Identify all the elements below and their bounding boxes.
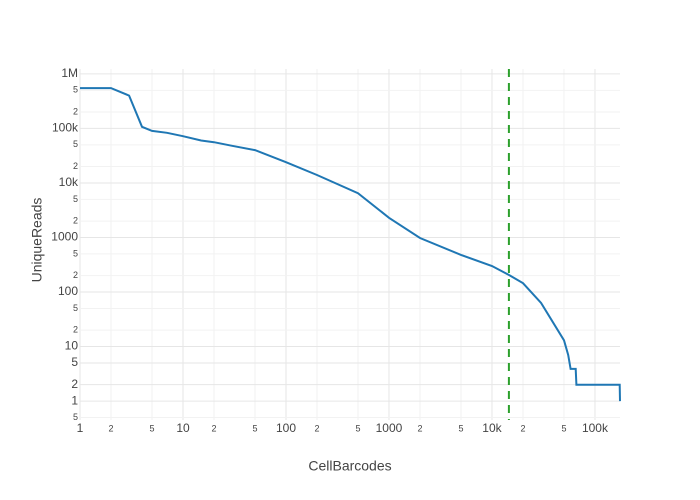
y-tick-label: 1000	[51, 230, 78, 244]
y-tick-label: 10k	[59, 175, 79, 189]
x-tick-label: 5	[458, 423, 463, 433]
x-tick-label: 2	[520, 423, 525, 433]
x-tick-label: 5	[561, 423, 566, 433]
x-tick-label: 10	[176, 421, 190, 435]
x-tick-label: 2	[417, 423, 422, 433]
x-tick-label: 1	[77, 421, 84, 435]
x-tick-label: 10k	[482, 421, 502, 435]
x-axis-title: CellBarcodes	[308, 458, 391, 474]
x-tick-label: 5	[252, 423, 257, 433]
y-tick-label: 2	[71, 377, 78, 391]
x-tick-label: 5	[355, 423, 360, 433]
y-tick-label: 2	[73, 161, 78, 171]
y-tick-label: 5	[71, 355, 78, 369]
y-tick-label: 5	[73, 194, 78, 204]
y-tick-label: 5	[73, 248, 78, 258]
y-axis-title: UniqueReads	[29, 198, 45, 283]
x-tick-label: 2	[108, 423, 113, 433]
y-tick-label: 100k	[52, 121, 79, 135]
y-tick-label: 5	[73, 412, 78, 422]
x-tick-label: 2	[314, 423, 319, 433]
data-line	[80, 87, 621, 402]
y-tick-label: 5	[73, 85, 78, 95]
y-tick-label: 1M	[61, 66, 78, 80]
y-tick-label: 1	[71, 393, 78, 407]
y-tick-label: 2	[73, 270, 78, 280]
x-tick-label: 5	[149, 423, 154, 433]
y-tick-label: 2	[73, 325, 78, 335]
x-tick-label: 100k	[582, 421, 609, 435]
y-tick-label: 100	[58, 284, 78, 298]
y-tick-label: 5	[73, 139, 78, 149]
y-tick-label: 10	[65, 339, 79, 353]
x-tick-label: 2	[211, 423, 216, 433]
y-tick-label: 2	[73, 215, 78, 225]
y-tick-label: 5	[73, 303, 78, 313]
y-tick-label: 2	[73, 106, 78, 116]
x-tick-label: 100	[276, 421, 296, 435]
x-tick-label: 1000	[376, 421, 403, 435]
